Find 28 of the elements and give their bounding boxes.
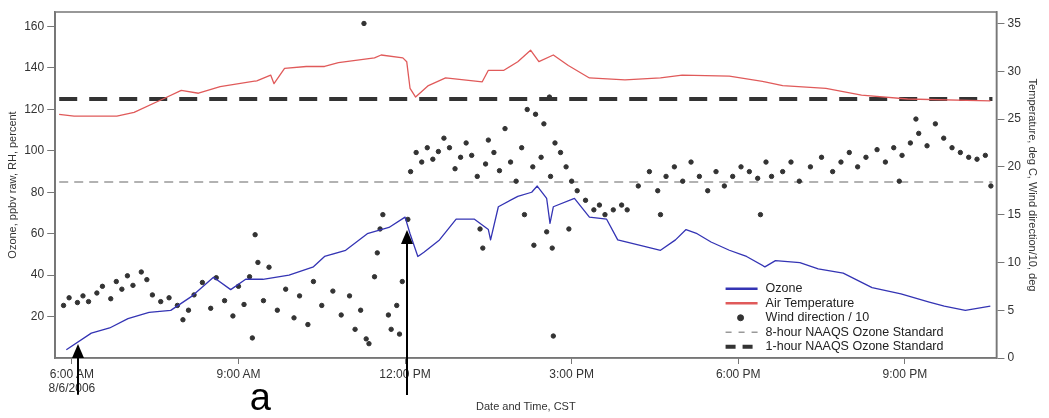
x-axis-title: Date and Time, CST <box>476 400 576 413</box>
y2-tick-label: 35 <box>1007 15 1022 30</box>
y2-tick-label: 30 <box>1007 63 1022 78</box>
y-tick-label: 80 <box>30 184 45 199</box>
y-axis-title: Ozone, ppbv raw, RH, percent <box>5 111 18 259</box>
y-tick-label: 20 <box>30 308 45 323</box>
y2-tick-label: 0 <box>1007 350 1015 365</box>
y2-tick-label: 25 <box>1007 111 1022 126</box>
x-tick-label: 3:00 PM <box>549 366 594 381</box>
y2-tick-label: 20 <box>1007 159 1022 174</box>
legend-label: Wind direction / 10 <box>765 310 870 325</box>
y2-axis-title: Temperature, deg C, Wind direction/10, deg <box>1027 78 1040 292</box>
legend-label: 1-hour NAAQS Ozone Standard <box>765 339 944 354</box>
y-tick-label: 160 <box>24 18 45 33</box>
y-tick-label: 40 <box>30 267 45 282</box>
legend-label: Air Temperature <box>765 295 855 310</box>
y-tick-label: 120 <box>24 101 45 116</box>
y2-tick-label: 5 <box>1007 302 1015 317</box>
x-tick-label: 6:00 PM <box>715 366 761 381</box>
y-tick-label: 140 <box>24 60 45 75</box>
x-tick-label: 9:00 PM <box>882 366 928 381</box>
y2-tick-label: 10 <box>1007 254 1022 269</box>
legend-label: Ozone <box>765 281 803 296</box>
y-tick-label: 60 <box>30 226 45 240</box>
x-tick-label: 9:00 AM <box>216 366 261 381</box>
y-tick-label: 100 <box>24 143 45 158</box>
y2-tick-label: 15 <box>1007 206 1022 221</box>
legend-label: 8-hour NAAQS Ozone Standard <box>765 324 944 339</box>
